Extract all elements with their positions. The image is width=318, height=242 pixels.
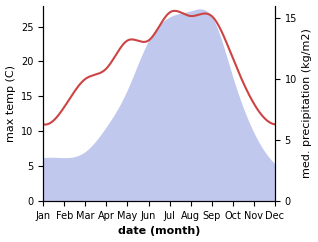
Y-axis label: med. precipitation (kg/m2): med. precipitation (kg/m2) [302, 28, 313, 178]
X-axis label: date (month): date (month) [118, 227, 200, 236]
Y-axis label: max temp (C): max temp (C) [5, 65, 16, 142]
